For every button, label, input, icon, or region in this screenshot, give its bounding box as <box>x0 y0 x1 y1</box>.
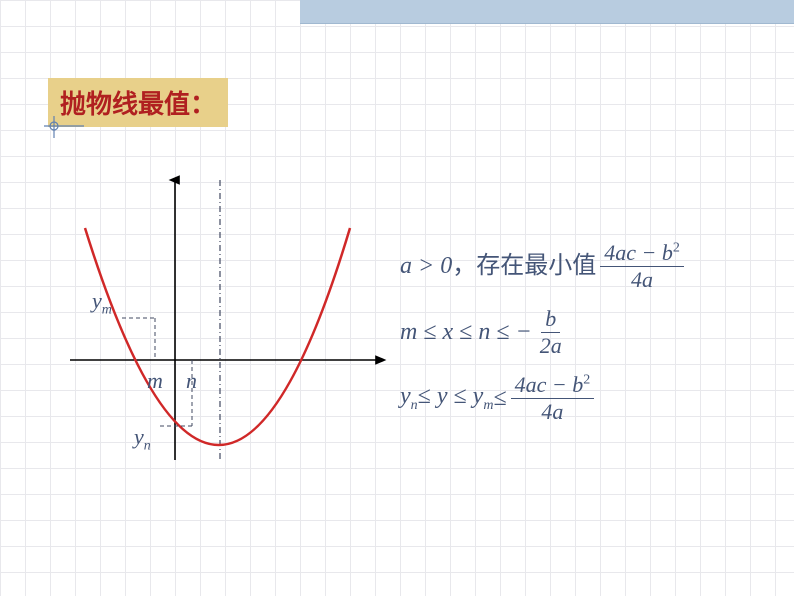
page-title: 抛物线最值： <box>60 89 216 119</box>
math-a-gt-0: a > 0 <box>400 252 452 281</box>
math-yn: yn <box>400 382 418 415</box>
math-mid: ≤ y ≤ ym <box>418 382 494 415</box>
top-bar <box>300 0 794 24</box>
label-yn: yn <box>134 424 151 454</box>
label-n: n <box>186 368 197 394</box>
math-text-exists-min: ，存在最小值 <box>452 252 596 281</box>
parabola-chart <box>60 170 390 480</box>
label-m: m <box>147 368 163 394</box>
fraction-1: 4ac − b2 4a <box>600 240 684 294</box>
math-area: a > 0 ，存在最小值 4ac − b2 4a m ≤ x ≤ n ≤ − b… <box>400 240 780 437</box>
chart-area: ym yn m n <box>60 170 390 480</box>
label-ym: ym <box>92 288 112 318</box>
fraction-2: b 2a <box>536 306 566 360</box>
corner-decoration <box>44 116 84 138</box>
math-line-2: m ≤ x ≤ n ≤ − b 2a <box>400 306 780 360</box>
math-line-1: a > 0 ，存在最小值 4ac − b2 4a <box>400 240 780 294</box>
math-line-3: yn ≤ y ≤ ym ≤ 4ac − b2 4a <box>400 372 780 426</box>
math-le: ≤ <box>493 384 506 413</box>
fraction-3: 4ac − b2 4a <box>511 372 595 426</box>
math-range-x: m ≤ x ≤ n ≤ − <box>400 318 532 347</box>
